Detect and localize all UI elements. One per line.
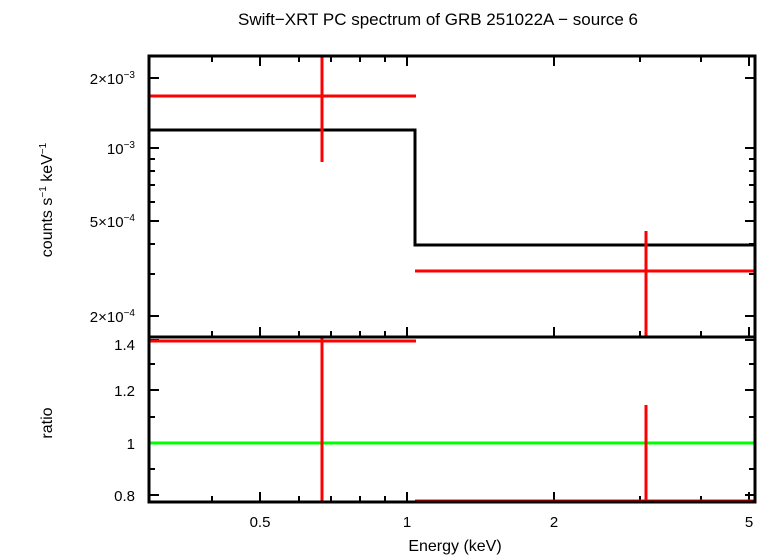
top-y-tick-labels: 2×10−3 10−3 5×10−4 2×10−4 — [90, 70, 136, 326]
svg-text:0.8: 0.8 — [114, 488, 135, 505]
svg-text:1.4: 1.4 — [114, 337, 135, 354]
top-x-ticks — [211, 56, 750, 337]
svg-text:5×10−4: 5×10−4 — [90, 213, 136, 231]
bottom-y-axis-label: ratio — [39, 407, 56, 438]
x-axis-label: Energy (keV) — [408, 538, 501, 555]
model-step-line — [149, 128, 755, 247]
svg-text:5: 5 — [745, 514, 753, 531]
ratio-data-points — [149, 337, 755, 503]
top-y-axis-label: counts s−1 keV−1 — [38, 142, 56, 257]
bottom-y-tick-labels: 1.4 1.2 1 0.8 — [114, 337, 135, 505]
ratio-panel: 1.4 1.2 1 0.8 ratio 0.5 1 2 5 Energy (ke… — [39, 335, 757, 555]
svg-text:1: 1 — [127, 436, 135, 453]
svg-text:1: 1 — [403, 514, 411, 531]
svg-text:2×10−3: 2×10−3 — [90, 70, 136, 88]
bottom-y-ticks — [149, 339, 755, 496]
svg-text:2: 2 — [550, 514, 558, 531]
svg-text:2×10−4: 2×10−4 — [90, 308, 136, 326]
x-tick-labels: 0.5 1 2 5 — [250, 514, 754, 531]
top-panel-frame — [147, 54, 757, 339]
svg-text:10−3: 10−3 — [107, 140, 136, 158]
chart-title: Swift−XRT PC spectrum of GRB 251022A − s… — [238, 10, 638, 29]
spectrum-data-points — [149, 56, 755, 337]
top-y-ticks — [149, 77, 755, 317]
svg-text:0.5: 0.5 — [250, 514, 271, 531]
bottom-panel-frame — [147, 335, 757, 504]
spectrum-panel: 2×10−3 10−3 5×10−4 2×10−4 counts s−1 keV… — [38, 54, 757, 339]
svg-text:1.2: 1.2 — [114, 383, 135, 400]
